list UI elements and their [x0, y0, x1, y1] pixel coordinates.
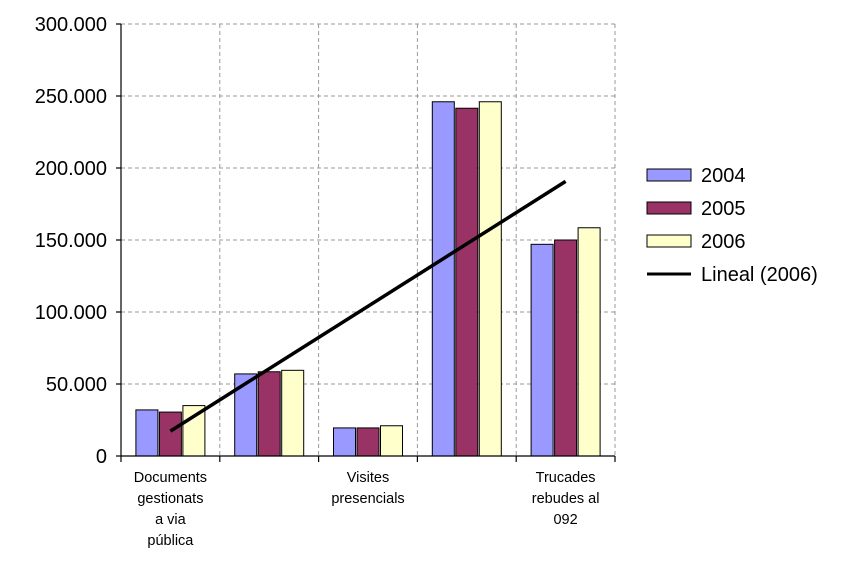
- bar-2004-4: [530, 243, 554, 457]
- x-category-label: Trucades rebudes al 092: [532, 470, 600, 528]
- y-tick-label: 50.000: [46, 374, 107, 396]
- y-tick-label: 100.000: [35, 302, 107, 324]
- y-tick-label: 300.000: [35, 14, 107, 36]
- bar-2004-3: [431, 101, 455, 457]
- legend-swatch-2004: [646, 168, 692, 182]
- bar-2006-4: [577, 227, 601, 457]
- bar-2004-1: [234, 373, 258, 457]
- legend-swatch-2006: [646, 234, 692, 248]
- bar-2006-2: [380, 425, 403, 457]
- bar-2005-1: [257, 371, 281, 457]
- bar-2005-4: [554, 239, 578, 457]
- bar-2005-3: [455, 107, 479, 457]
- legend-label-2004: 2004: [701, 165, 746, 187]
- bar-2004-0: [135, 409, 159, 457]
- legend-label-2005: 2005: [701, 198, 746, 220]
- trendline: [169, 179, 567, 433]
- bar-2004-2: [333, 427, 356, 457]
- bar-2006-1: [281, 369, 305, 457]
- bar-2005-2: [356, 427, 380, 457]
- legend-swatch-2005: [646, 201, 692, 215]
- legend-label-2006: 2006: [701, 231, 746, 253]
- legend-label-trendline: Lineal (2006): [701, 264, 818, 286]
- y-tick-label: 200.000: [35, 158, 107, 180]
- bar-2005-0: [158, 411, 182, 457]
- y-tick-label: 150.000: [35, 230, 107, 252]
- x-category-label: Visites presencials: [331, 470, 404, 507]
- x-category-label: Documents gestionats a via pública: [134, 470, 207, 549]
- bar-2006-3: [478, 101, 502, 457]
- y-tick-label: 0: [96, 446, 107, 468]
- y-tick-label: 250.000: [35, 86, 107, 108]
